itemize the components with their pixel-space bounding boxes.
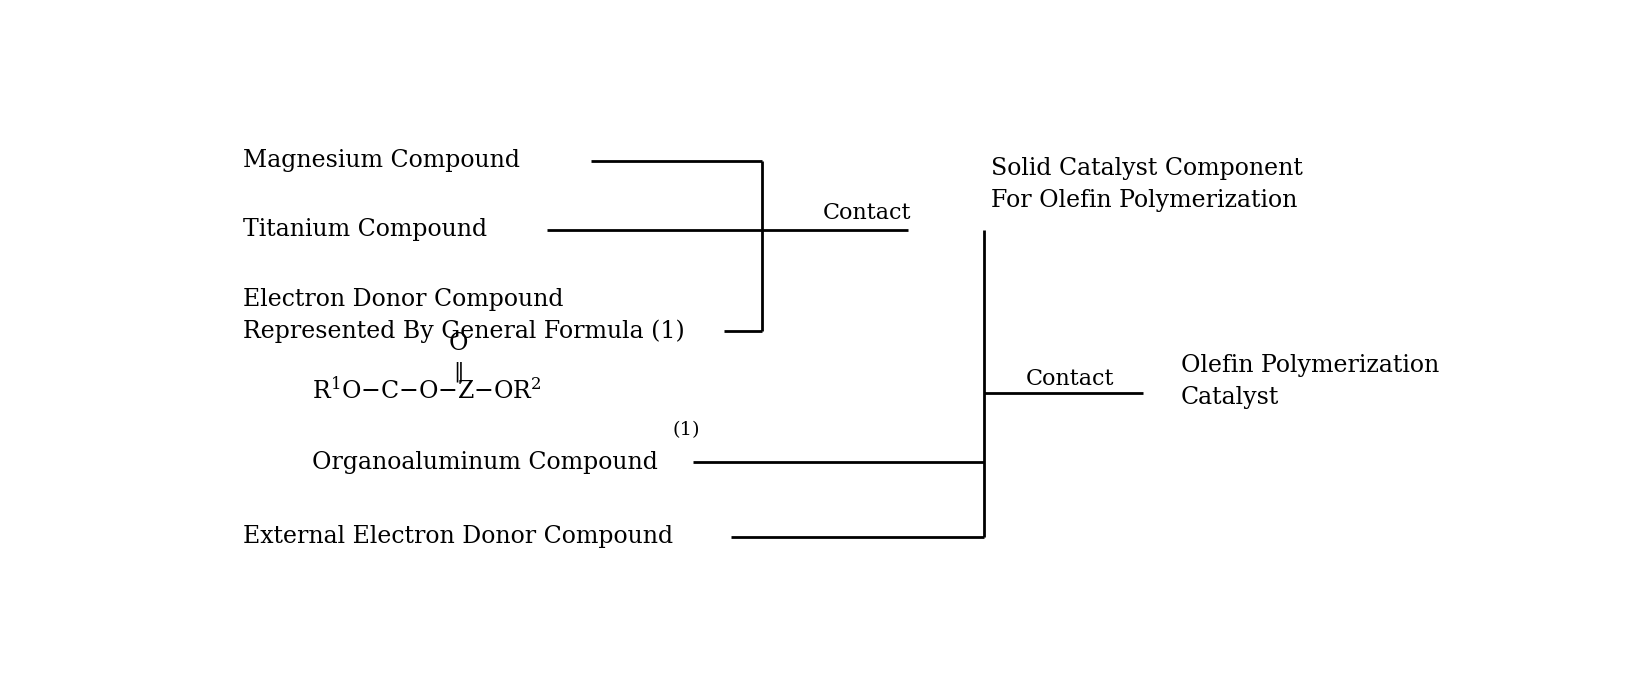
Text: ‖: ‖ xyxy=(453,362,463,382)
Text: Solid Catalyst Component
For Olefin Polymerization: Solid Catalyst Component For Olefin Poly… xyxy=(991,157,1302,212)
Text: Contact: Contact xyxy=(823,202,911,224)
Text: Magnesium Compound: Magnesium Compound xyxy=(242,149,520,172)
Text: External Electron Donor Compound: External Electron Donor Compound xyxy=(242,525,672,548)
Text: (1): (1) xyxy=(672,421,700,439)
Text: Contact: Contact xyxy=(1026,368,1114,390)
Text: R$\mathregular{^1}$O$-$C$-$O$-$Z$-$OR$\mathregular{^2}$: R$\mathregular{^1}$O$-$C$-$O$-$Z$-$OR$\m… xyxy=(312,377,542,403)
Text: Olefin Polymerization
Catalyst: Olefin Polymerization Catalyst xyxy=(1181,355,1440,410)
Text: Electron Donor Compound: Electron Donor Compound xyxy=(242,288,563,310)
Text: Organoaluminum Compound: Organoaluminum Compound xyxy=(312,450,658,473)
Text: O: O xyxy=(448,333,468,356)
Text: Titanium Compound: Titanium Compound xyxy=(242,218,486,241)
Text: Represented By General Formula (1): Represented By General Formula (1) xyxy=(242,319,684,343)
